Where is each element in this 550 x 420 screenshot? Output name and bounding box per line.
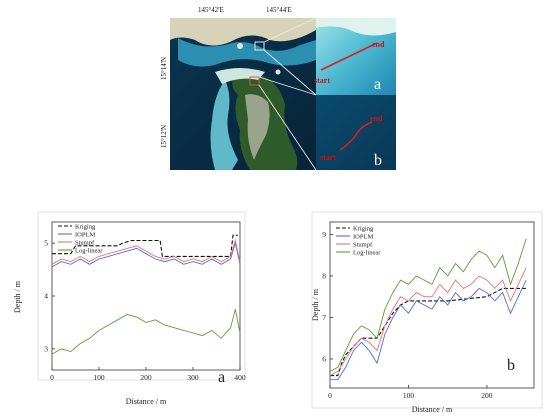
chart-b-series [329, 238, 527, 381]
chart-a-xtick-label: 300 [187, 373, 199, 382]
inset-a-end-label: end [372, 40, 385, 49]
chart-a-series-stumpf [51, 238, 241, 265]
connector-line [258, 84, 317, 171]
chart-a-legend-label: Log-linear [75, 248, 103, 255]
chart-a-ytick-label: 5 [44, 239, 48, 248]
inset-a-start-label: start [314, 76, 330, 85]
connector-line [263, 17, 317, 43]
chart-a-ylabel: Depth / m [13, 280, 22, 313]
transect-line-a [320, 42, 378, 71]
chart-a-frame [37, 211, 246, 381]
transect-line-b [339, 121, 373, 151]
reef-west [210, 80, 238, 170]
islet [275, 69, 281, 75]
chart-b: 0 100 200 6 7 8 9 KrigingIOPLMStumpfLog-linear… [311, 211, 543, 414]
chart-b-panel-letter: b [507, 357, 515, 374]
chart-a-series-kriging [52, 234, 238, 257]
reef-shallow [215, 68, 265, 84]
inset-a: start end a [314, 18, 396, 95]
chart-a-ticks: 0 100 200 300 400 3 4 5 [44, 239, 246, 382]
chart-b-ylabel: Depth / m [311, 288, 320, 321]
chart-b-plot-area [329, 221, 535, 389]
chart-a-legend-label: Kriging [75, 224, 96, 231]
inset-b: start end b [316, 95, 396, 170]
lagoon-north [178, 38, 316, 67]
lon-label-2: 145°44'E [266, 6, 292, 14]
inset-b-end-label: end [370, 114, 383, 123]
lat-label-1: 15°14'N [160, 57, 168, 80]
chart-b-ytick-label: 6 [322, 354, 326, 363]
chart-a-ytick-label: 4 [44, 292, 48, 301]
land-urban [245, 94, 270, 160]
chart-a-panel-letter: a [218, 369, 225, 386]
connector-line [263, 49, 317, 96]
inset-a-letter: a [374, 76, 381, 93]
chart-b-xlabel: Distance / m [412, 405, 453, 414]
chart-a-series [51, 234, 241, 355]
chart-a-ytick-label: 3 [44, 344, 48, 353]
chart-b-legend-label: Kriging [353, 226, 374, 233]
chart-b-series-kriging [330, 287, 527, 377]
chart-b-xtick-label: 100 [403, 391, 415, 400]
chart-b-xtick-label: 0 [328, 391, 332, 400]
connector-line [258, 76, 317, 96]
chart-b-ytick-label: 9 [322, 230, 326, 239]
chart-a-series-log-linear [51, 309, 241, 355]
lat-label-2: 15°12'N [160, 125, 168, 148]
chart-a: 0 100 200 300 400 3 4 5 KrigingIOPLMStumpfLog-l… [13, 211, 246, 406]
chart-b-ticks: 0 100 200 6 7 8 9 [322, 230, 493, 400]
chart-a-series-ioplm [51, 241, 241, 268]
chart-a-legend-label: IOPLM [75, 232, 95, 239]
chart-b-frame [311, 211, 543, 409]
chart-a-xtick-label: 0 [50, 373, 54, 382]
chart-b-xtick-label: 200 [481, 391, 493, 400]
chart-b-legend-label: IOPLM [353, 234, 373, 241]
chart-b-series-stumpf [329, 267, 527, 376]
inset-b-letter: b [374, 152, 382, 169]
inset-b-start-label: start [320, 153, 336, 162]
chart-a-xtick-label: 400 [234, 373, 246, 382]
chart-a-xtick-label: 200 [140, 373, 152, 382]
chart-b-ytick-label: 8 [322, 271, 326, 280]
chart-b-series-ioplm [330, 279, 527, 381]
chart-b-legend-label: Log-linear [353, 250, 381, 257]
map-panel: start end a start end b 145°42'E 145°44'… [160, 6, 396, 171]
chart-a-xtick-label: 100 [93, 373, 105, 382]
chart-a-xlabel: Distance / m [126, 397, 167, 406]
lon-label-1: 145°42'E [198, 6, 224, 14]
chart-a-legend-label: Stumpf [75, 240, 95, 247]
reef-north [170, 18, 316, 46]
roi-box-b [249, 76, 260, 86]
islet [237, 43, 243, 49]
chart-b-series-log-linear [329, 238, 527, 372]
chart-b-ytick-label: 7 [322, 313, 326, 322]
roi-box-a [254, 41, 265, 51]
chart-b-legend-label: Stumpf [353, 242, 373, 249]
